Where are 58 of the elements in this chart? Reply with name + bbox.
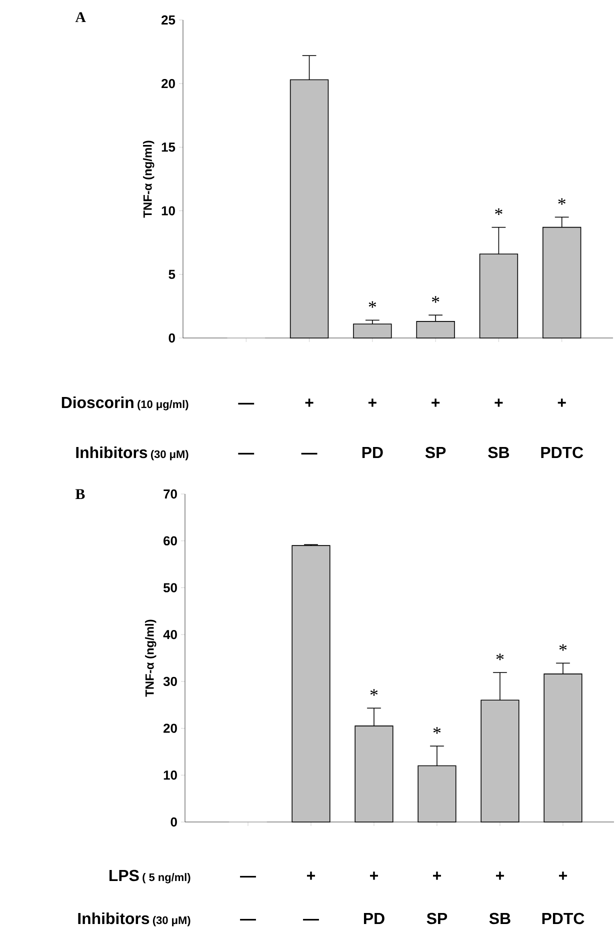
y-tick-label: 15 bbox=[162, 142, 176, 152]
text: — bbox=[240, 876, 256, 878]
text: + bbox=[307, 872, 315, 880]
data-label: * bbox=[559, 644, 567, 651]
text: Inhibitors bbox=[78, 912, 150, 924]
text: — bbox=[301, 452, 318, 455]
chart-title: A bbox=[75, 12, 86, 22]
text: (10 μg/ml) bbox=[138, 400, 188, 410]
data-label: * bbox=[495, 208, 502, 215]
y-tick-label: 10 bbox=[164, 770, 177, 780]
data-label: * bbox=[432, 296, 440, 303]
y-tick-label: 40 bbox=[163, 630, 177, 640]
y-tick-label: 10 bbox=[162, 206, 175, 216]
y-tick-label: 70 bbox=[164, 489, 177, 499]
y-tick-label: 5 bbox=[168, 270, 176, 279]
text: + bbox=[305, 398, 314, 407]
text: + bbox=[558, 398, 566, 407]
text: PDTC bbox=[542, 912, 584, 924]
text: SB bbox=[488, 446, 510, 458]
text: + bbox=[496, 872, 504, 880]
text: PDTC bbox=[541, 446, 584, 458]
data-label: * bbox=[558, 198, 566, 205]
y-tick-label: 20 bbox=[162, 79, 175, 88]
chart-title: B bbox=[75, 489, 85, 500]
text: + bbox=[494, 398, 503, 407]
text: — bbox=[303, 918, 319, 921]
text: — bbox=[240, 918, 256, 921]
data-label: * bbox=[433, 727, 441, 734]
text: + bbox=[432, 398, 440, 407]
text: SB bbox=[489, 912, 510, 924]
data-label: * bbox=[496, 654, 504, 660]
text: + bbox=[368, 398, 376, 407]
y-tick-label: 50 bbox=[163, 583, 177, 592]
y-axis-title: TNF-α (ng/ml) bbox=[145, 620, 156, 697]
y-tick-label: 0 bbox=[170, 817, 177, 827]
text: (30 μM) bbox=[152, 916, 190, 926]
text: — bbox=[238, 452, 254, 455]
y-tick-label: 20 bbox=[164, 724, 177, 733]
y-tick-label: 60 bbox=[164, 536, 177, 546]
y-axis-title: TNF-α (ng/ml) bbox=[143, 140, 154, 218]
data-label: * bbox=[368, 301, 376, 308]
text: Inhibitors bbox=[76, 446, 148, 458]
text: SP bbox=[425, 446, 446, 458]
text: + bbox=[433, 872, 441, 880]
text: SP bbox=[426, 912, 448, 924]
text: PD bbox=[362, 447, 383, 458]
text: LPS bbox=[110, 870, 139, 882]
text: ( 5 ng/ml) bbox=[142, 873, 190, 884]
text: (30 μM) bbox=[150, 450, 188, 460]
text: PD bbox=[364, 913, 384, 924]
text: + bbox=[370, 872, 378, 880]
text: — bbox=[238, 402, 254, 405]
y-tick-label: 30 bbox=[163, 676, 177, 686]
text: + bbox=[558, 872, 567, 880]
y-tick-label: 25 bbox=[162, 15, 176, 25]
data-label: * bbox=[370, 689, 378, 696]
text: Dioscorin bbox=[62, 396, 134, 408]
y-tick-label: 0 bbox=[168, 333, 175, 343]
